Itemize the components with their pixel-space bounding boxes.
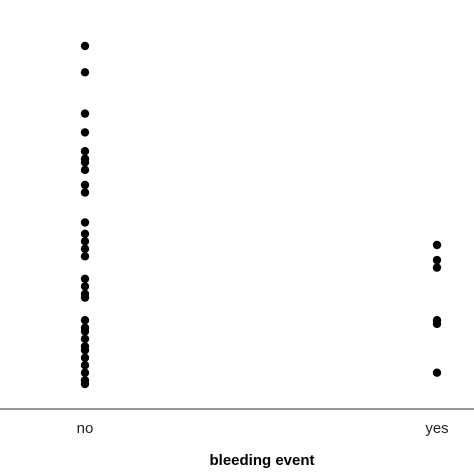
data-point-yes-0 (432, 240, 442, 250)
data-point-no-16 (80, 282, 90, 291)
data-point-no-10 (80, 218, 90, 227)
data-point-no-22 (80, 334, 90, 344)
data-point-no-29 (80, 379, 90, 389)
data-point-no-15 (80, 274, 90, 283)
x-axis-title: bleeding event (209, 452, 314, 469)
data-point-no-7 (80, 165, 90, 175)
data-point-no-13 (80, 244, 90, 253)
x-tick-label-no: no (77, 420, 94, 437)
data-point-no-2 (80, 109, 90, 118)
data-point-yes-5 (432, 368, 442, 377)
data-point-no-9 (80, 188, 90, 197)
data-point-no-0 (80, 41, 90, 51)
data-point-yes-4 (432, 319, 442, 329)
data-point-no-12 (80, 237, 90, 246)
data-point-yes-1 (432, 255, 442, 265)
data-point-no-3 (80, 128, 90, 137)
data-point-no-27 (80, 368, 90, 377)
data-point-no-11 (80, 229, 90, 238)
data-point-yes-2 (432, 263, 442, 272)
data-point-no-19 (80, 316, 90, 325)
data-point-no-26 (80, 361, 90, 370)
data-point-no-21 (80, 327, 90, 336)
data-point-no-14 (80, 252, 90, 261)
data-point-no-24 (80, 346, 90, 355)
data-point-no-18 (80, 293, 90, 302)
data-point-no-8 (80, 180, 90, 190)
data-point-no-1 (80, 68, 90, 77)
points-layer (80, 41, 442, 389)
data-point-no-4 (80, 147, 90, 156)
x-tick-labels: no yes (77, 420, 449, 437)
data-point-no-6 (80, 158, 90, 167)
x-tick-label-yes: yes (425, 420, 448, 437)
data-point-no-25 (80, 353, 90, 362)
